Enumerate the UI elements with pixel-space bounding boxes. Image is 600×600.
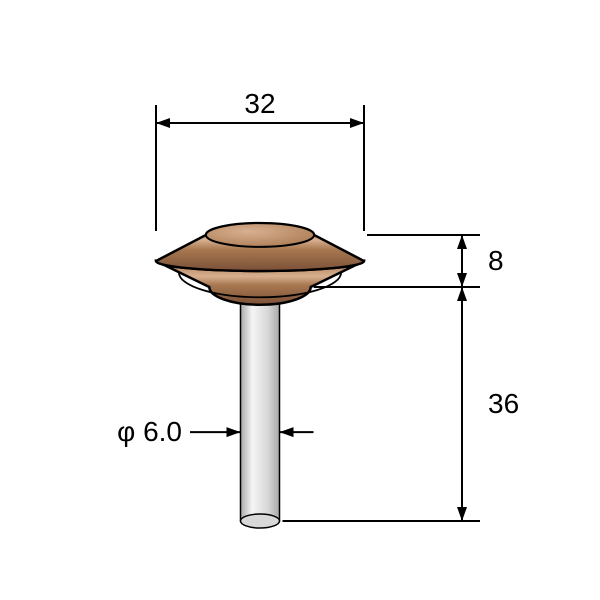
technical-drawing: 32 8 36 φ 6.0 [0, 0, 600, 600]
head-top-face [206, 223, 314, 247]
dim-arrow [457, 507, 467, 521]
shaft [241, 281, 280, 521]
dim-shaft-length: 36 [488, 388, 519, 419]
dim-arrow [457, 273, 467, 287]
dim-arrow [457, 235, 467, 249]
dim-arrow [156, 118, 170, 128]
shaft-end [241, 514, 280, 528]
dim-arrow [280, 427, 294, 437]
dim-arrow [350, 118, 364, 128]
dim-arrow [457, 287, 467, 301]
dim-head-height: 8 [488, 245, 504, 276]
dim-head-width: 32 [244, 88, 275, 119]
dim-arrow [227, 427, 241, 437]
dim-shaft-diameter: φ 6.0 [117, 416, 182, 447]
